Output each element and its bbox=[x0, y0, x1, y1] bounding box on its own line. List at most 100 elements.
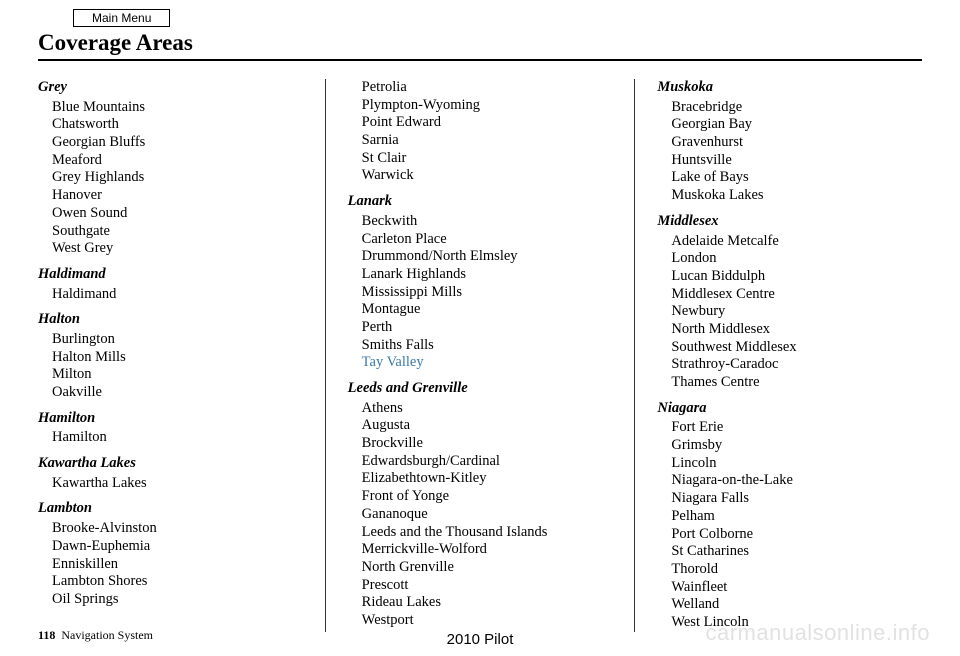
list-item: North Middlesex bbox=[671, 321, 922, 339]
list-item: Point Edward bbox=[362, 114, 613, 132]
list-item: Blue Mountains bbox=[52, 99, 303, 117]
list-item: Montague bbox=[362, 301, 613, 319]
list-item: Lake of Bays bbox=[671, 169, 922, 187]
list-item: Niagara Falls bbox=[671, 490, 922, 508]
list-item: Burlington bbox=[52, 331, 303, 349]
list-item: West Grey bbox=[52, 240, 303, 258]
item-list: Kawartha Lakes bbox=[38, 475, 303, 493]
list-item: Oil Springs bbox=[52, 591, 303, 609]
section-heading: Niagara bbox=[657, 400, 922, 418]
list-item: Chatsworth bbox=[52, 116, 303, 134]
column-3: MuskokaBracebridgeGeorgian BayGravenhurs… bbox=[635, 79, 922, 632]
item-list: BeckwithCarleton PlaceDrummond/North Elm… bbox=[348, 213, 613, 372]
list-item: Grey Highlands bbox=[52, 169, 303, 187]
page-footer: 118 Navigation System bbox=[38, 628, 153, 643]
list-item: Carleton Place bbox=[362, 231, 613, 249]
list-item: Beckwith bbox=[362, 213, 613, 231]
list-item: Bracebridge bbox=[671, 99, 922, 117]
list-item: Plympton-Wyoming bbox=[362, 97, 613, 115]
list-item: Georgian Bay bbox=[671, 116, 922, 134]
item-list: Hamilton bbox=[38, 429, 303, 447]
item-list: BurlingtonHalton MillsMiltonOakville bbox=[38, 331, 303, 402]
section-heading: Grey bbox=[38, 79, 303, 97]
watermark: carmanualsonline.info bbox=[705, 620, 930, 646]
list-item: Brooke-Alvinston bbox=[52, 520, 303, 538]
list-item: Strathroy-Caradoc bbox=[671, 356, 922, 374]
list-item: Prescott bbox=[362, 577, 613, 595]
list-item: Lambton Shores bbox=[52, 573, 303, 591]
list-item: Brockville bbox=[362, 435, 613, 453]
list-item: Dawn-Euphemia bbox=[52, 538, 303, 556]
list-item: Port Colborne bbox=[671, 526, 922, 544]
item-list: AthensAugustaBrockvilleEdwardsburgh/Card… bbox=[348, 400, 613, 630]
list-item: North Grenville bbox=[362, 559, 613, 577]
list-item: Sarnia bbox=[362, 132, 613, 150]
section-heading: Middlesex bbox=[657, 213, 922, 231]
item-list: PetroliaPlympton-WyomingPoint EdwardSarn… bbox=[348, 79, 613, 185]
list-item: Adelaide Metcalfe bbox=[671, 233, 922, 251]
list-item: Athens bbox=[362, 400, 613, 418]
list-item: Tay Valley bbox=[362, 354, 613, 372]
list-item: Front of Yonge bbox=[362, 488, 613, 506]
coverage-columns: Grey Blue MountainsChatsworthGeorgian Blu… bbox=[38, 79, 922, 632]
list-item: Perth bbox=[362, 319, 613, 337]
list-item: Southwest Middlesex bbox=[671, 339, 922, 357]
list-item: Thames Centre bbox=[671, 374, 922, 392]
list-item: Lanark Highlands bbox=[362, 266, 613, 284]
list-item: Huntsville bbox=[671, 152, 922, 170]
section-heading: Lambton bbox=[38, 500, 303, 518]
list-item: Georgian Bluffs bbox=[52, 134, 303, 152]
section-heading: Hamilton bbox=[38, 410, 303, 428]
page-title: Coverage Areas bbox=[38, 30, 922, 61]
list-item: Middlesex Centre bbox=[671, 286, 922, 304]
page-number: 118 bbox=[38, 628, 55, 642]
item-list: BracebridgeGeorgian BayGravenhurstHuntsv… bbox=[657, 99, 922, 205]
list-item: Edwardsburgh/Cardinal bbox=[362, 453, 613, 471]
list-item: Milton bbox=[52, 366, 303, 384]
list-item: London bbox=[671, 250, 922, 268]
list-item: Hamilton bbox=[52, 429, 303, 447]
list-item: Lincoln bbox=[671, 455, 922, 473]
list-item: Westport bbox=[362, 612, 613, 630]
list-item: Rideau Lakes bbox=[362, 594, 613, 612]
list-item: Hanover bbox=[52, 187, 303, 205]
list-item: Merrickville-Wolford bbox=[362, 541, 613, 559]
list-item: Niagara-on-the-Lake bbox=[671, 472, 922, 490]
footer-system: Navigation System bbox=[61, 628, 153, 642]
list-item: Augusta bbox=[362, 417, 613, 435]
list-item: Leeds and the Thousand Islands bbox=[362, 524, 613, 542]
list-item: Drummond/North Elmsley bbox=[362, 248, 613, 266]
item-list: Blue MountainsChatsworthGeorgian BluffsM… bbox=[38, 99, 303, 258]
list-item: Wainfleet bbox=[671, 579, 922, 597]
list-item: Smiths Falls bbox=[362, 337, 613, 355]
list-item: Lucan Biddulph bbox=[671, 268, 922, 286]
section-heading: Kawartha Lakes bbox=[38, 455, 303, 473]
list-item: St Clair bbox=[362, 150, 613, 168]
list-item: Thorold bbox=[671, 561, 922, 579]
list-item: Kawartha Lakes bbox=[52, 475, 303, 493]
list-item: Newbury bbox=[671, 303, 922, 321]
list-item: Warwick bbox=[362, 167, 613, 185]
item-list: Brooke-AlvinstonDawn-EuphemiaEnniskillen… bbox=[38, 520, 303, 608]
list-item: Grimsby bbox=[671, 437, 922, 455]
section-heading: Leeds and Grenville bbox=[348, 380, 613, 398]
column-2: PetroliaPlympton-WyomingPoint EdwardSarn… bbox=[325, 79, 636, 632]
list-item: Gravenhurst bbox=[671, 134, 922, 152]
list-item: Muskoka Lakes bbox=[671, 187, 922, 205]
main-menu-button[interactable]: Main Menu bbox=[73, 9, 170, 27]
list-item: Petrolia bbox=[362, 79, 613, 97]
item-list: Adelaide MetcalfeLondonLucan BiddulphMid… bbox=[657, 233, 922, 392]
column-1: Grey Blue MountainsChatsworthGeorgian Blu… bbox=[38, 79, 325, 632]
list-item: Gananoque bbox=[362, 506, 613, 524]
list-item: Halton Mills bbox=[52, 349, 303, 367]
list-item: St Catharines bbox=[671, 543, 922, 561]
list-item: Welland bbox=[671, 596, 922, 614]
section-heading: Halton bbox=[38, 311, 303, 329]
list-item: Oakville bbox=[52, 384, 303, 402]
section-heading: Lanark bbox=[348, 193, 613, 211]
item-list: Fort ErieGrimsbyLincolnNiagara-on-the-La… bbox=[657, 419, 922, 631]
section-heading: Haldimand bbox=[38, 266, 303, 284]
list-item: Fort Erie bbox=[671, 419, 922, 437]
list-item: Owen Sound bbox=[52, 205, 303, 223]
list-item: Pelham bbox=[671, 508, 922, 526]
